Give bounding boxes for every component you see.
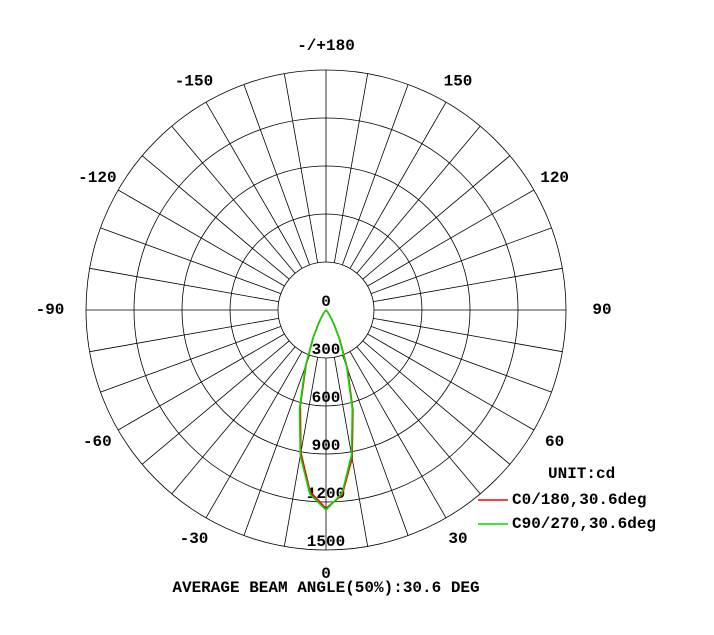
angle-label: -120	[78, 169, 116, 187]
unit-label: UNIT:cd	[548, 465, 615, 483]
r-tick-label: 300	[312, 341, 341, 359]
angle-label: 120	[540, 169, 569, 187]
series-line	[298, 309, 354, 512]
r-tick-label: 1500	[307, 533, 345, 551]
angle-label: -30	[180, 530, 209, 548]
angle-label: 30	[448, 530, 467, 548]
angle-label: 90	[592, 301, 611, 319]
footer: AVERAGE BEAM ANGLE(50%):30.6 DEG	[172, 579, 479, 597]
angle-label: -150	[175, 73, 213, 91]
grid-circle	[133, 117, 519, 503]
r-tick-label: 600	[312, 389, 341, 407]
grid-circle	[85, 69, 567, 551]
legend-label: C0/180,30.6deg	[512, 491, 646, 509]
r-tick-label: 900	[312, 437, 341, 455]
r-tick-label: 0	[321, 293, 331, 311]
angle-label: 0	[321, 565, 331, 583]
grid-circle	[277, 261, 375, 359]
legend-label: C90/270,30.6deg	[512, 515, 656, 533]
angle-label: 60	[545, 433, 564, 451]
angle-label: -60	[83, 433, 112, 451]
grid-circle	[229, 213, 423, 407]
angle-label: 150	[444, 73, 473, 91]
grid-circle	[181, 165, 471, 455]
angle-label: -90	[36, 301, 65, 319]
angle-label: -/+180	[297, 37, 355, 55]
